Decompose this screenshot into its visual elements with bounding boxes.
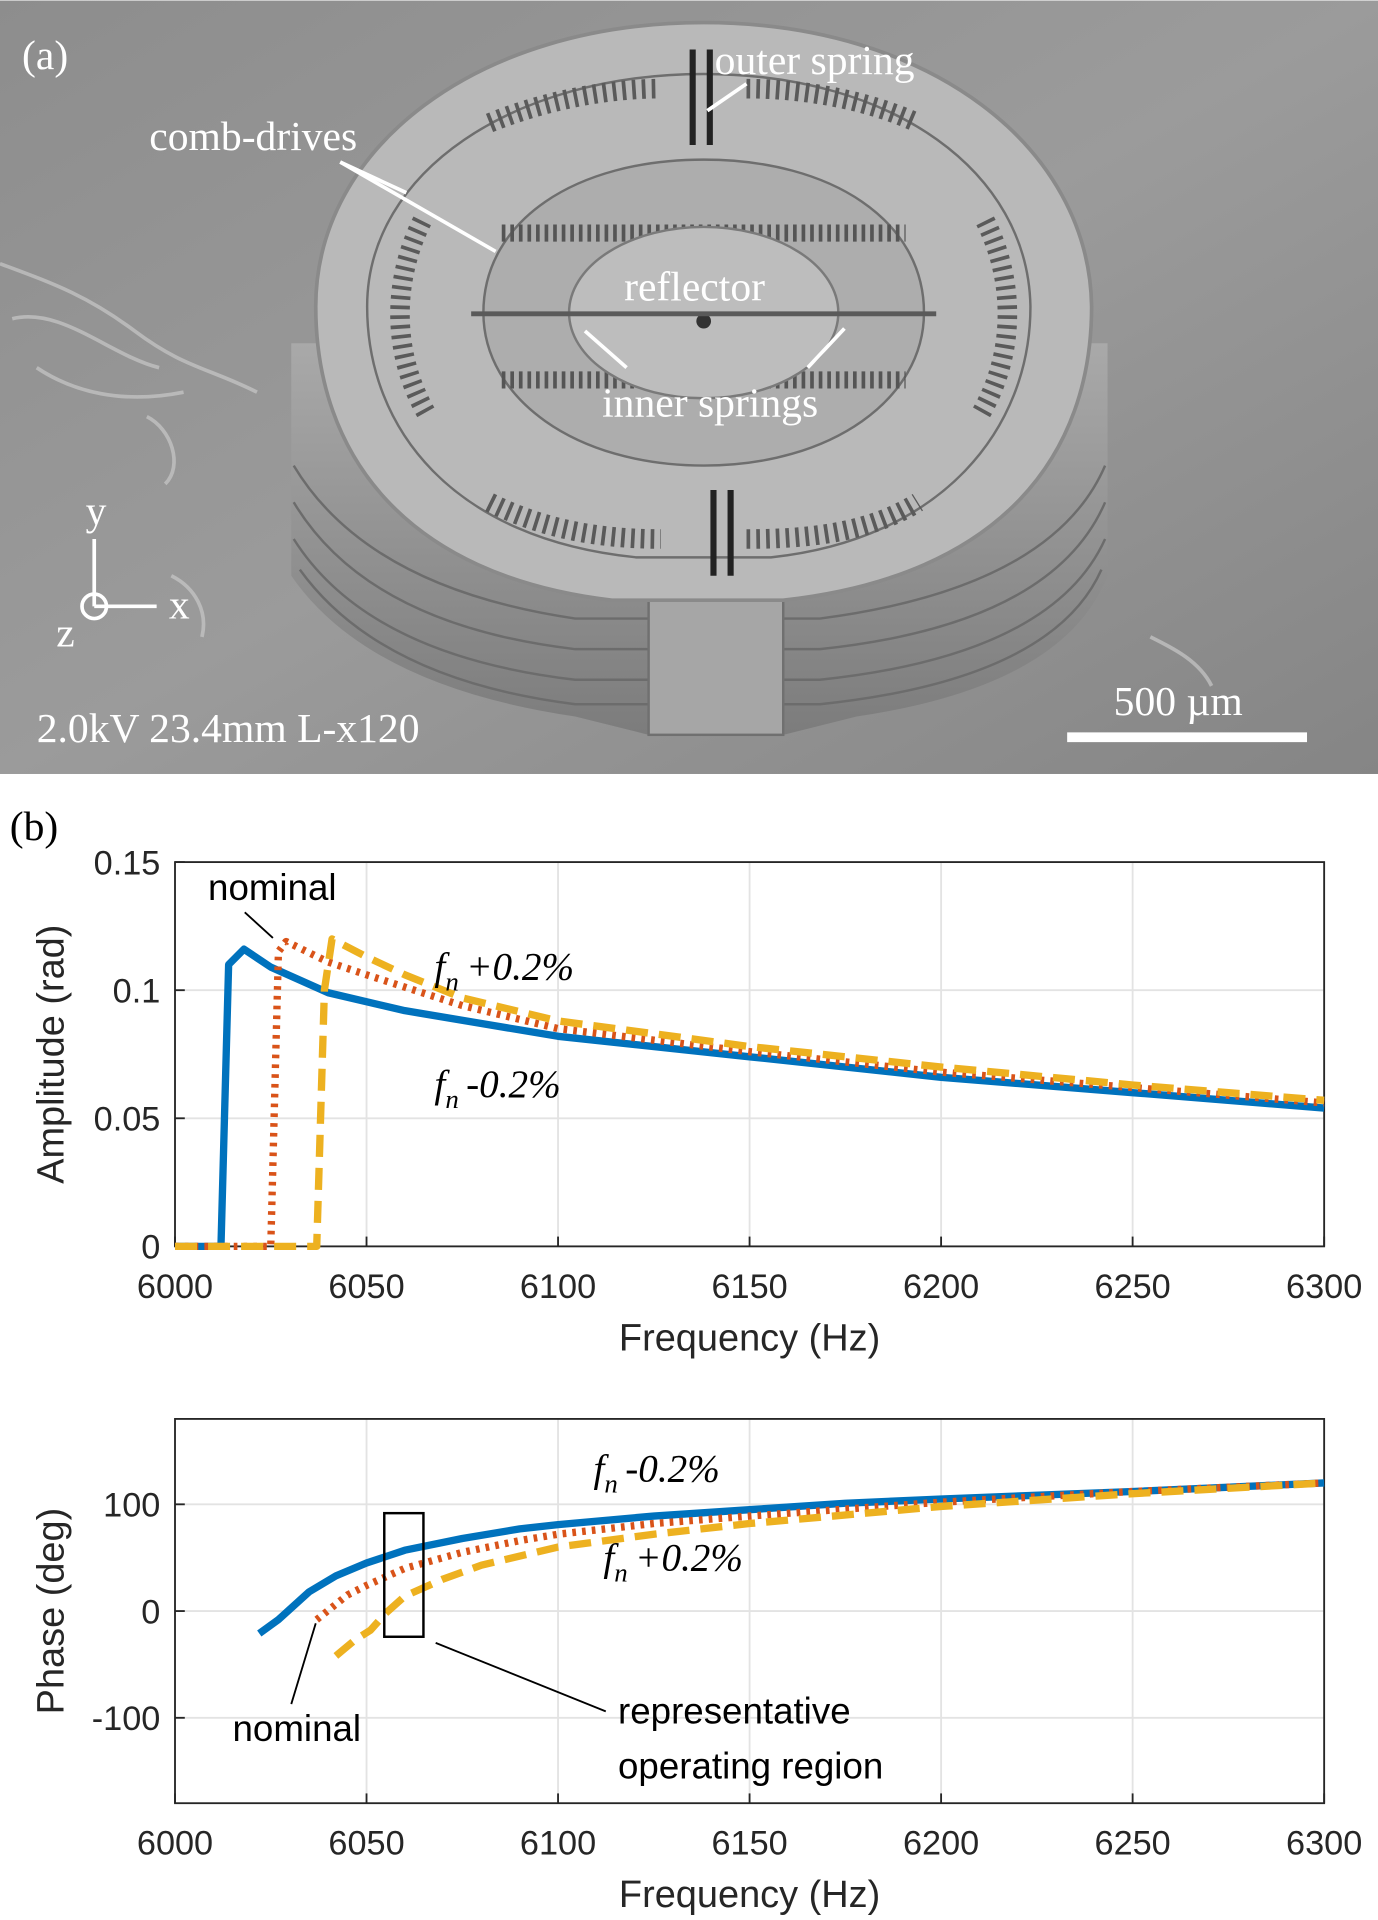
leader-line [435,1642,607,1713]
x-tick-label: 6250 [1095,1268,1171,1306]
y-axis-title: Amplitude (rad) [31,925,73,1184]
sem-arrows [80,82,1308,743]
x-axis-title: Frequency (Hz) [619,1874,880,1916]
x-tick-label: 6100 [520,1268,596,1306]
sem-image: (a) outer spring comb-drives reflector i… [0,0,1378,774]
x-tick-label: 6050 [328,1825,404,1863]
sem-labels: (a) outer spring comb-drives reflector i… [22,32,1243,751]
phase-annotations: fn -0.2% fn +0.2% nominal representative o… [233,1447,884,1786]
y-tick-label: -100 [92,1700,161,1738]
bottom-tab [647,586,785,737]
x-axis-title: Frequency (Hz) [619,1317,880,1359]
reflector-hole [696,313,712,329]
axis-label: y [86,487,107,533]
x-tick-label: 6300 [1286,1268,1362,1306]
annotation-sub: n [445,967,458,997]
outer-springs [689,49,734,576]
annotation-sub: n [604,1468,617,1498]
series-line [314,1479,1325,1623]
outer-frame [365,72,1032,559]
annotation: operating region [618,1746,883,1787]
y-tick-label: 0.05 [94,1101,161,1139]
leader-line [244,911,274,939]
leader-line [290,1623,317,1705]
line-chart: 6000 6050 6100 6150 6200 6250 6300 0 0.05 0.1 0.15… [31,844,1363,1359]
series-line [333,1479,1325,1659]
annotation-suffix: +0.2% [466,946,574,989]
operating-region-box [383,1511,425,1638]
annotation: nominal [233,1708,362,1749]
annotation: fn -0.2% [434,1063,560,1114]
y-tick-label: 0 [141,1593,160,1631]
y-tick-label: 0.15 [94,844,161,882]
scale-bar-label: 500 µm [1114,678,1243,724]
y-tick-label: 0 [141,1229,160,1267]
annotation: comb-drives [149,113,357,159]
outer-comb-drives [390,78,1018,549]
series-line [175,937,1325,1251]
axes-box [174,861,1326,1248]
x-tick-label: 6200 [903,1268,979,1306]
x-tick-label: 6300 [1286,1825,1362,1863]
surface-wrinkles [0,261,1214,687]
x-tick-label: 6150 [711,1825,787,1863]
series-line [175,945,1325,1251]
x-tick-label: 6000 [137,1825,213,1863]
annotation-suffix: +0.2% [635,1537,743,1580]
line-chart: 6000 6050 6100 6150 6200 6250 6300 -100 0 100 Freq… [31,1418,1362,1916]
annotation-suffix: -0.2% [466,1063,561,1106]
annotation-suffix: -0.2% [625,1447,720,1490]
y-tick-label: 0.1 [113,972,161,1010]
x-tick-label: 6200 [903,1825,979,1863]
axis-label: z [56,610,74,656]
panel-label: (a) [22,32,68,79]
annotation: reflector [624,263,765,309]
sem-info: 2.0kV 23.4mm L-x120 [37,705,420,751]
y-tick-label: 100 [103,1487,160,1525]
annotation: inner springs [602,380,818,426]
panel-label: (b) [10,803,58,850]
annotation: representative [618,1691,851,1732]
inner-comb-drives [501,224,906,389]
x-tick-label: 6100 [520,1825,596,1863]
x-tick-label: 6000 [137,1268,213,1306]
series-line [175,935,1325,1251]
series-line [257,1479,1325,1637]
axis-label: x [169,582,190,628]
annotation: nominal [208,867,337,908]
y-axis-title: Phase (deg) [31,1508,73,1715]
annotation: fn +0.2% [434,946,574,997]
x-tick-label: 6250 [1095,1825,1171,1863]
x-tick-label: 6150 [711,1268,787,1306]
x-tick-label: 6050 [328,1268,404,1306]
annotation-sub: n [614,1558,627,1588]
amplitude-annotations: nominal fn +0.2% fn -0.2% [208,867,574,1114]
annotation-sub: n [445,1084,458,1114]
axes-box [174,1418,1326,1805]
annotation: outer spring [715,37,915,83]
